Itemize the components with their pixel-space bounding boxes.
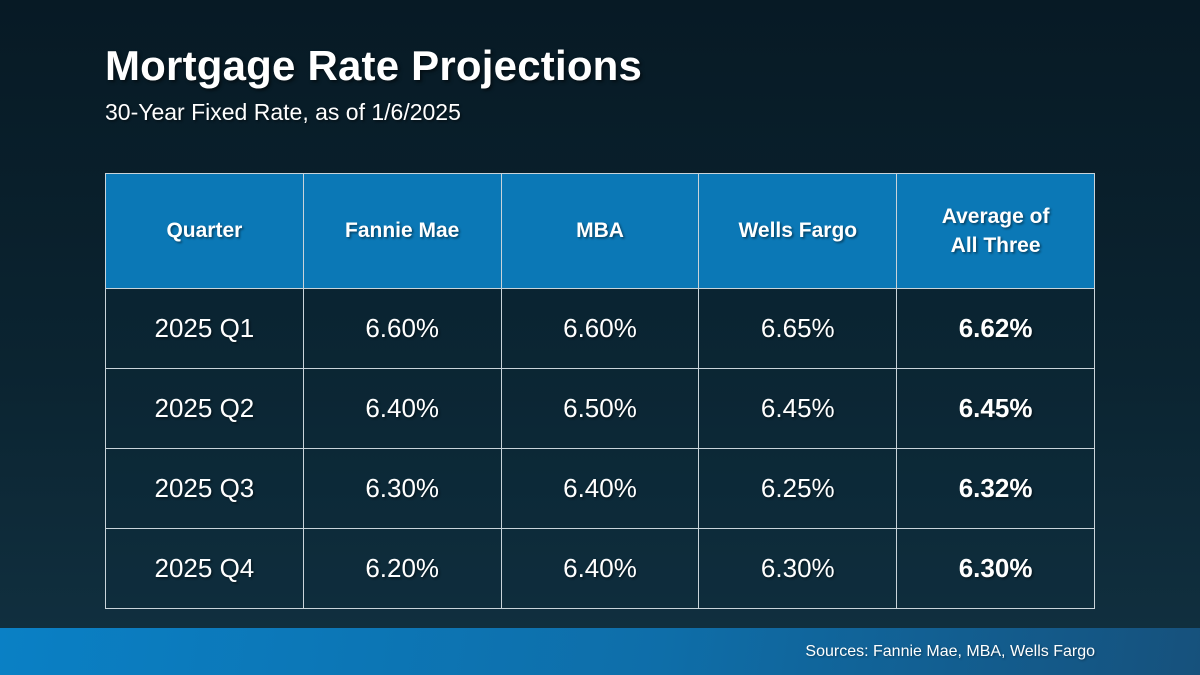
column-header-fannie-mae: Fannie Mae	[302, 173, 502, 289]
cell-quarter: 2025 Q4	[105, 528, 304, 609]
cell-mba: 6.40%	[500, 448, 700, 529]
cell-fannie-mae: 6.30%	[302, 448, 502, 529]
cell-mba: 6.60%	[500, 288, 700, 369]
table-header-row: Quarter Fannie Mae MBA Wells Fargo Avera…	[105, 173, 1095, 289]
cell-average: 6.62%	[896, 288, 1095, 369]
column-header-quarter: Quarter	[105, 173, 304, 289]
cell-average: 6.30%	[896, 528, 1095, 609]
page-subtitle: 30-Year Fixed Rate, as of 1/6/2025	[105, 99, 461, 125]
table-row: 2025 Q2 6.40% 6.50% 6.45% 6.45%	[105, 368, 1095, 449]
table-row: 2025 Q1 6.60% 6.60% 6.65% 6.62%	[105, 288, 1095, 369]
cell-average: 6.32%	[896, 448, 1095, 529]
column-header-wells-fargo: Wells Fargo	[698, 173, 898, 289]
cell-quarter: 2025 Q3	[105, 448, 304, 529]
page-title: Mortgage Rate Projections	[105, 42, 643, 89]
sources-text: Sources: Fannie Mae, MBA, Wells Fargo	[805, 642, 1095, 660]
cell-wells-fargo: 6.65%	[698, 288, 898, 369]
table-row: 2025 Q4 6.20% 6.40% 6.30% 6.30%	[105, 528, 1095, 609]
table-header: Quarter Fannie Mae MBA Wells Fargo Avera…	[105, 173, 1095, 289]
column-header-average: Average of All Three	[896, 173, 1095, 289]
column-header-mba: MBA	[500, 173, 700, 289]
cell-wells-fargo: 6.45%	[698, 368, 898, 449]
cell-fannie-mae: 6.40%	[302, 368, 502, 449]
footer-accent-bar: Sources: Fannie Mae, MBA, Wells Fargo	[0, 628, 1200, 675]
cell-quarter: 2025 Q1	[105, 288, 304, 369]
table-row: 2025 Q3 6.30% 6.40% 6.25% 6.32%	[105, 448, 1095, 529]
cell-fannie-mae: 6.60%	[302, 288, 502, 369]
cell-quarter: 2025 Q2	[105, 368, 304, 449]
cell-mba: 6.40%	[500, 528, 700, 609]
cell-average: 6.45%	[896, 368, 1095, 449]
cell-wells-fargo: 6.30%	[698, 528, 898, 609]
cell-fannie-mae: 6.20%	[302, 528, 502, 609]
cell-mba: 6.50%	[500, 368, 700, 449]
cell-wells-fargo: 6.25%	[698, 448, 898, 529]
mortgage-rate-table: Quarter Fannie Mae MBA Wells Fargo Avera…	[105, 173, 1095, 609]
table-body: 2025 Q1 6.60% 6.60% 6.65% 6.62% 2025 Q2 …	[105, 288, 1095, 609]
